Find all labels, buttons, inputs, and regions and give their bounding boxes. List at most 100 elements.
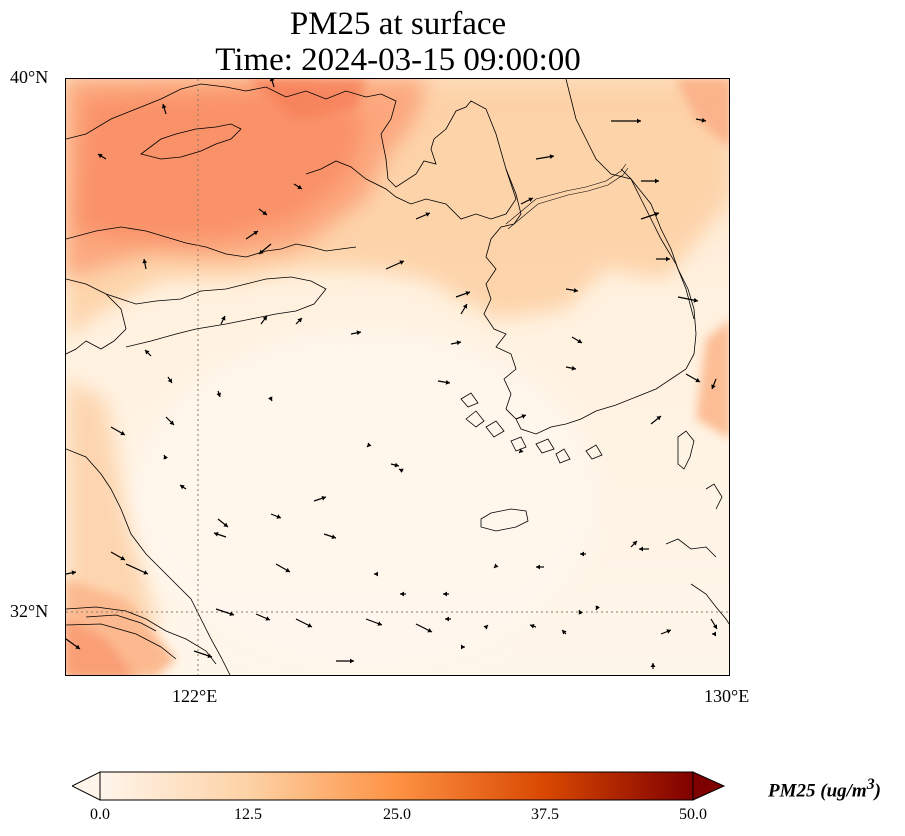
wind-arrow-head [307, 623, 312, 628]
wind-arrow-head [580, 551, 584, 557]
wind-arrow-head [276, 514, 281, 519]
wind-arrow-head [693, 297, 698, 303]
wind-arrow-head [142, 259, 148, 264]
wind-arrow-head [530, 623, 535, 629]
wind-arrow-head [350, 658, 354, 664]
wind-arrow-head [528, 197, 533, 202]
wind-arrow-head [578, 610, 583, 615]
wind-arrow-head [163, 455, 168, 460]
wind-arrow-head [356, 330, 361, 336]
wind-arrow-head [462, 304, 467, 309]
wind-arrow-head [562, 630, 567, 635]
wind-arrow-head [521, 414, 526, 419]
wind-arrow-head [483, 625, 488, 630]
wind-arrow-head [169, 420, 174, 425]
wind-arrow-head [268, 396, 273, 401]
wind-arrow-head [712, 631, 716, 637]
wind-arrow-head [494, 563, 499, 568]
colorbar-tick: 50.0 [679, 806, 707, 823]
wind-arrow-head [75, 644, 80, 649]
wind-arrow-head [655, 178, 659, 184]
colorbar-tick: 0.0 [90, 806, 110, 823]
wind-arrow-head [167, 378, 172, 383]
wind-arrow-head [216, 392, 222, 397]
wind-arrow-head [367, 442, 372, 447]
wind-arrow-head [262, 316, 267, 321]
wind-arrow-head [377, 621, 382, 626]
wind-arrow-head [399, 468, 404, 473]
wind-arrow-head [654, 211, 659, 217]
colorbar-tick: 25.0 [383, 806, 411, 823]
wind-arrow-head [71, 570, 76, 576]
wind-arrow-head [637, 118, 641, 124]
wind-arrow-head [701, 117, 706, 123]
wind-arrow-head [711, 384, 716, 389]
wind-arrow-head [656, 416, 661, 421]
wind-arrow [270, 79, 275, 88]
wind-arrow-head [207, 653, 212, 659]
wind-arrow-head [143, 570, 148, 575]
wind-arrow-head [374, 571, 378, 577]
wind-arrow-head [98, 154, 103, 159]
wind-arrow-head [297, 184, 302, 189]
wind-arrow-head [595, 605, 600, 610]
wind-arrow-head [666, 256, 670, 262]
wind-arrow-head [456, 340, 461, 346]
wind-arrow-head [331, 534, 336, 540]
wind-arrow-head [443, 591, 447, 597]
pm25-map [66, 79, 729, 675]
lon-label-130e: 130°E [704, 686, 750, 706]
wind-arrow-head [712, 624, 717, 629]
wind-arrow-head [427, 628, 432, 633]
colorbar [72, 771, 726, 801]
wind-arrow-head [180, 485, 185, 490]
wind-arrow-head [465, 291, 470, 296]
wind-arrow-head [445, 616, 449, 622]
wind-arrow-head [445, 379, 450, 385]
wind-arrow-head [120, 555, 125, 561]
wind-arrow [125, 563, 149, 575]
wind-arrow-head [461, 644, 465, 650]
wind-arrow-head [549, 154, 554, 160]
map-subtitle-time: Time: 2024-03-15 09:00:00 [215, 42, 581, 78]
colorbar-label: PM25 (ug/m3) [768, 776, 881, 802]
wind-arrow-head [259, 249, 264, 254]
map-title: PM25 at surface [289, 6, 507, 42]
wind-arrow-head [577, 338, 582, 343]
colorbar-extend-max [692, 771, 726, 801]
wind-arrow-head [262, 210, 267, 215]
wind-arrow-head [253, 231, 258, 236]
colorbar-tick: 12.5 [234, 806, 262, 823]
wind-arrow-head [265, 616, 270, 621]
wind-arrow-head [425, 212, 430, 217]
wind-vectors [66, 79, 718, 669]
colorbar-extend-min [72, 771, 101, 801]
wind-arrow-head [536, 564, 540, 570]
colorbar-gradient [99, 771, 694, 801]
gridlines [66, 79, 729, 675]
wind-arrow-head [145, 350, 150, 355]
coastlines [66, 79, 729, 675]
wind-arrow-head [269, 79, 275, 82]
wind-arrow-head [221, 316, 226, 321]
wind-arrow-head [285, 567, 290, 573]
wind-arrow-head [229, 611, 234, 617]
lon-label-122e: 122°E [172, 686, 218, 706]
wind-arrow-head [297, 318, 302, 323]
lat-label-32n: 32°N [10, 601, 49, 621]
wind-arrow-head [120, 430, 125, 436]
wind-arrow-head [632, 541, 637, 546]
wind-arrow-head [399, 260, 404, 265]
wind-arrow-head [573, 287, 578, 293]
wind-arrow-head [321, 495, 326, 501]
wind-arrow-head [394, 462, 399, 468]
wind-arrow-head [571, 365, 576, 371]
pm25-map-panel[interactable] [65, 78, 730, 676]
wind-arrow-head [214, 531, 219, 537]
lat-label-40n: 40°N [10, 67, 49, 87]
colorbar-tick: 37.5 [531, 806, 559, 823]
wind-arrow-head [695, 377, 700, 383]
wind-arrow-head [400, 591, 404, 597]
wind-arrow-head [666, 629, 671, 634]
wind-arrow-head [639, 546, 643, 552]
